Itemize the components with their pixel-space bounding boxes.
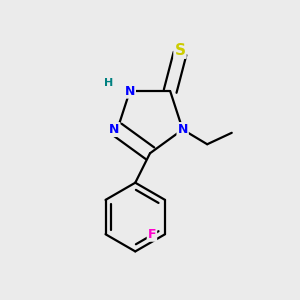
Text: S: S [175,43,185,58]
Text: H: H [104,78,113,88]
Text: N: N [109,123,119,136]
Text: F: F [148,228,156,241]
Text: N: N [178,123,188,136]
Text: N: N [124,85,135,98]
